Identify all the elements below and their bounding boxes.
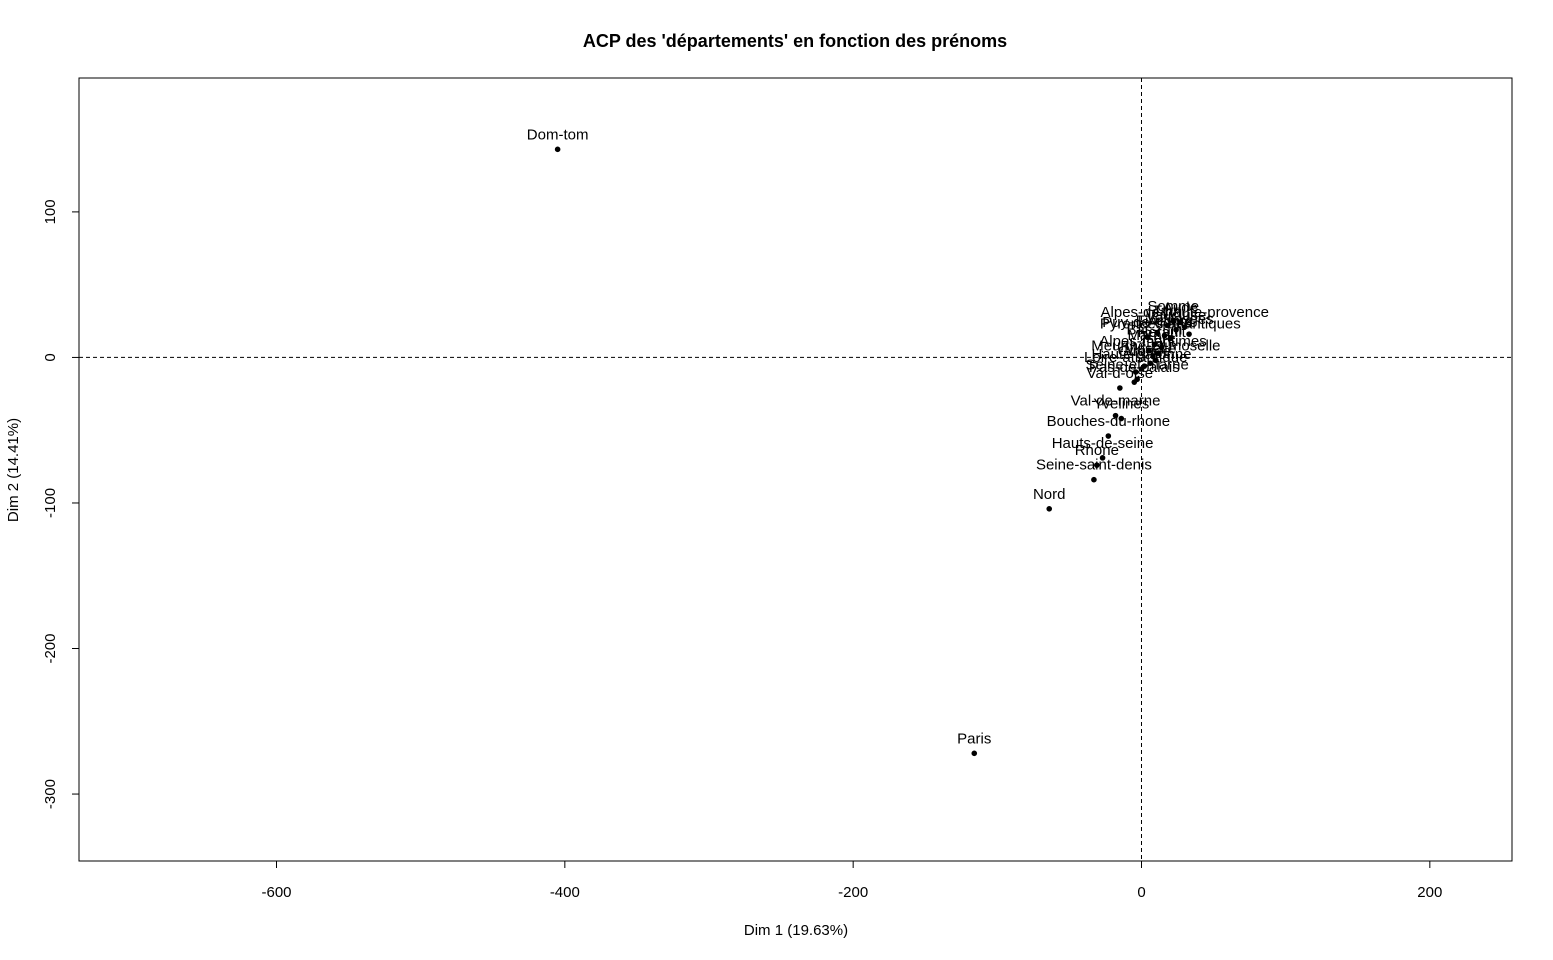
data-point <box>1145 347 1152 353</box>
data-point-label: Hauts-de-seine <box>1052 435 1154 452</box>
data-point <box>1105 433 1112 439</box>
data-point <box>1173 326 1179 333</box>
data-point-label: Puy-de-dome <box>1102 314 1192 331</box>
data-point-label: Seine-saint-denis <box>1036 457 1152 474</box>
data-point-label: Paris <box>957 730 991 747</box>
data-point <box>1117 385 1123 391</box>
data-point <box>1112 412 1119 419</box>
data-point <box>1150 353 1156 359</box>
data-point-label: Isere <box>1142 330 1175 347</box>
data-point <box>1144 334 1151 340</box>
data-point-label: Var <box>1146 310 1168 327</box>
x-tick-label: -200 <box>838 884 868 901</box>
data-point <box>1141 363 1148 369</box>
data-point <box>1161 332 1168 339</box>
data-point-label: Pyrenees-atlantiques <box>1100 316 1241 333</box>
data-point <box>1158 344 1165 351</box>
x-tick-label: 0 <box>1137 884 1145 901</box>
data-point-label: Haute-garonne <box>1091 346 1191 363</box>
y-axis-label: Dim 2 (14.41%) <box>5 418 22 522</box>
data-point <box>1132 369 1139 375</box>
data-point <box>1155 350 1162 356</box>
y-tick-label: 0 <box>42 353 59 361</box>
data-point <box>1147 360 1153 367</box>
data-point-label: Dom-tom <box>527 126 589 143</box>
x-tick-label: -400 <box>550 884 580 901</box>
data-point <box>1094 462 1100 468</box>
data-point <box>1154 329 1161 336</box>
data-point-label: Seine-et-marne <box>1085 356 1188 373</box>
data-point <box>1177 319 1184 326</box>
data-point-label: Alpes-maritimes <box>1099 333 1207 350</box>
data-point-label: Rhone <box>1075 442 1119 459</box>
data-point-label: Finistere <box>1136 313 1194 330</box>
data-point-label: Aude <box>1163 300 1198 317</box>
data-point-label: Pas-de-calais <box>1089 359 1180 376</box>
data-point-label: Gironde <box>1118 343 1171 360</box>
data-point <box>1153 357 1159 364</box>
data-point <box>1164 322 1171 329</box>
data-point-label: Nord <box>1033 486 1066 503</box>
plot-frame <box>78 77 1513 862</box>
data-point <box>1046 505 1053 512</box>
x-tick-label: -600 <box>261 884 291 901</box>
y-tick-label: -100 <box>42 488 59 518</box>
y-tick-label: -300 <box>42 779 59 809</box>
data-point <box>1099 455 1106 461</box>
x-axis-label: Dim 1 (19.63%) <box>744 922 848 939</box>
y-tick-label: 100 <box>42 199 59 224</box>
data-point <box>1091 476 1097 483</box>
data-point <box>1118 415 1125 422</box>
data-point <box>1181 324 1188 330</box>
y-tick-label: -200 <box>42 633 59 663</box>
data-point-label: Bouches-du-rhone <box>1047 413 1170 430</box>
data-point-label: Val-de-marne <box>1071 393 1161 410</box>
data-point <box>971 750 978 757</box>
data-point-label: Alpes-de-haute-provence <box>1101 304 1269 321</box>
data-point <box>1167 335 1174 342</box>
data-point <box>1134 376 1140 383</box>
data-point <box>1170 318 1177 324</box>
x-axis: -600 -400 -200 0 200 <box>261 861 1442 901</box>
data-point-label: Tarn <box>1153 302 1182 319</box>
data-points: Dom-tomParisNordSeine-saint-denisRhoneHa… <box>527 126 1269 757</box>
data-point-label: Yvelines <box>1093 396 1149 413</box>
data-point <box>554 146 561 153</box>
data-point-label: Somme <box>1147 298 1199 315</box>
data-point <box>1186 331 1192 337</box>
chart-title: ACP des 'départements' en fonction des p… <box>583 31 1007 51</box>
data-point-label: Vaucluse <box>1146 307 1207 324</box>
x-tick-label: 200 <box>1417 884 1442 901</box>
data-point <box>1151 341 1158 348</box>
y-axis: -300 -200 -100 0 100 <box>42 199 79 809</box>
data-point-label: Vosges <box>1164 311 1213 328</box>
